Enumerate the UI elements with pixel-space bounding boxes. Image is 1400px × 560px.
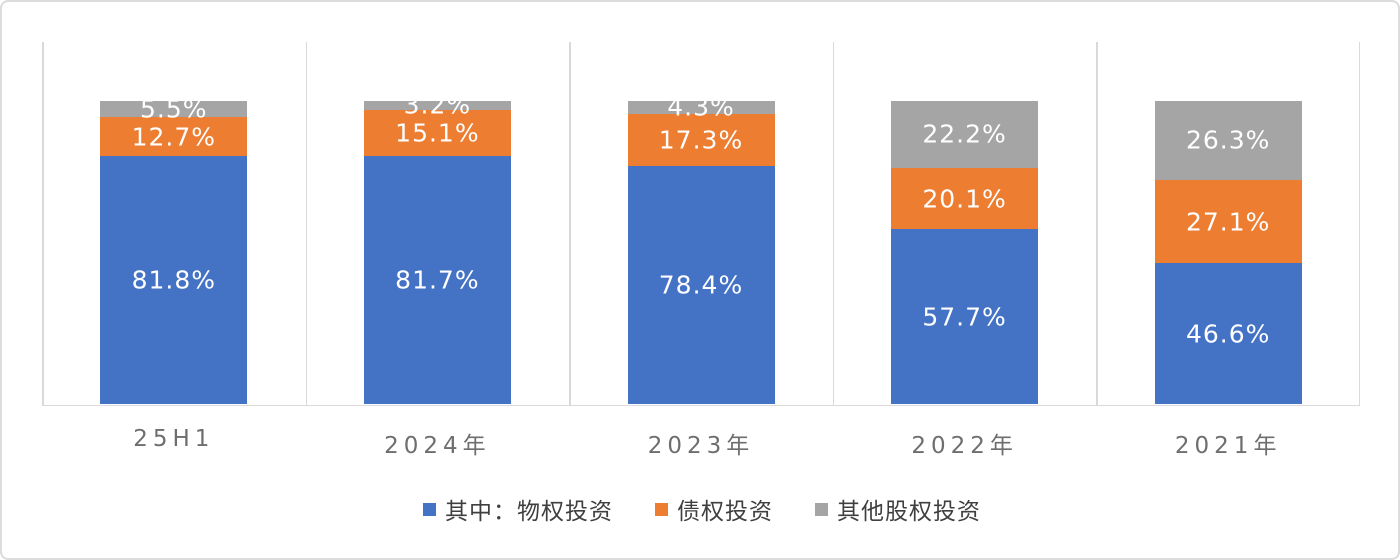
gridline [832,42,835,406]
bar-2021年: 26.3% 27.1% 46.6% [1154,100,1302,405]
bar-segment-series-2: 3.2% [363,92,511,119]
segment-data-label: 46.6% [1185,318,1271,348]
plot-area: 5.5% 12.7% 81.8% 3.2% 15.1% 81.7% 4.3% 17.3% 78.… [42,42,1360,406]
bar-segment-series-0: 46.6% [1154,262,1302,405]
legend-label: 债权投资 [677,499,773,525]
legend-label: 其他股权投资 [837,499,981,525]
legend-swatch-icon [655,502,668,516]
x-axis-label: 2023年 [647,433,755,459]
bar-2022年: 22.2% 20.1% 57.7% [891,100,1039,405]
x-axis-label: 2022年 [911,433,1018,459]
bar-segment-series-2: 4.3% [627,93,775,120]
bar-segment-series-2: 22.2% [891,100,1039,168]
bar-segment-series-0: 57.7% [891,229,1039,405]
gridline [1096,42,1098,406]
segment-data-label: 78.4% [658,270,744,300]
segment-data-label: 27.1% [1185,206,1271,236]
segment-data-label: 4.3% [667,92,735,122]
legend-item-series-2: 其他股权投资 [815,492,981,526]
bar-segment-series-0: 78.4% [627,166,775,405]
legend-swatch-icon [423,502,436,516]
bar-segment-series-1: 17.3% [627,113,775,167]
legend-item-series-1: 债权投资 [655,492,773,526]
bar-2024年: 3.2% 15.1% 81.7% [363,92,511,405]
legend: 其中：物权投资 债权投资 其他股权投资 [2,492,1398,526]
segment-data-label: 20.1% [922,183,1007,213]
bar-segment-series-1: 15.1% [363,110,511,157]
segment-data-label: 57.7% [922,302,1007,332]
x-axis-line [42,404,1360,406]
legend-swatch-icon [815,502,828,516]
legend-label: 其中：物权投资 [445,499,613,525]
segment-data-label: 12.7% [131,121,216,151]
bar-segment-series-0: 81.8% [100,155,248,405]
x-axis-label: 2024年 [384,433,491,459]
bar-segment-series-2: 26.3% [1154,100,1302,181]
segment-data-label: 17.3% [658,125,744,155]
x-axis-label: 2021年 [1174,433,1282,459]
gridline [569,42,571,406]
segment-data-label: 3.2% [403,90,472,120]
segment-data-label: 26.3% [1185,125,1271,155]
segment-data-label: 22.2% [922,119,1007,149]
gridline [42,42,44,406]
segment-data-label: 81.8% [131,265,216,295]
segment-data-label: 5.5% [140,94,208,124]
bar-2023年: 4.3% 17.3% 78.4% [627,93,775,405]
legend-item-series-0: 其中：物权投资 [423,492,613,526]
bar-segment-series-2: 5.5% [100,95,248,122]
bar-segment-series-1: 12.7% [100,117,248,156]
gridline [305,42,308,406]
bar-segment-series-1: 27.1% [1154,180,1302,263]
bar-25H1: 5.5% 12.7% 81.8% [100,95,248,405]
segment-data-label: 81.7% [395,265,480,295]
x-axis-label: 25H1 [133,426,215,452]
bar-segment-series-0: 81.7% [363,156,511,405]
gridline [1358,42,1360,406]
segment-data-label: 15.1% [395,118,480,148]
bar-segment-series-1: 20.1% [891,167,1039,230]
